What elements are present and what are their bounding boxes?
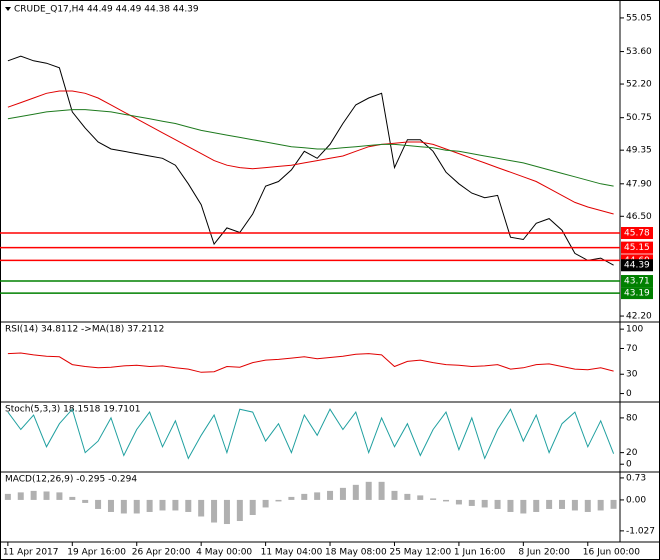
x-tick-label: 1 Jun 16:00 bbox=[454, 548, 506, 558]
level-box bbox=[621, 226, 653, 239]
histogram-bar bbox=[275, 499, 282, 502]
level-label: 43.71 bbox=[624, 277, 650, 287]
histogram-bar bbox=[610, 499, 617, 509]
level-box bbox=[621, 275, 653, 288]
histogram-bar bbox=[546, 499, 553, 509]
histogram-bar bbox=[352, 484, 359, 500]
histogram-bar bbox=[211, 499, 218, 523]
histogram-bar bbox=[159, 499, 166, 511]
histogram-bar bbox=[571, 499, 578, 511]
panel-title: MACD(12,26,9) -0.295 -0.294 bbox=[5, 475, 137, 485]
y-tick-label: 80 bbox=[626, 413, 638, 423]
histogram-bar bbox=[288, 496, 295, 500]
x-tick-label: 11 Apr 2017 bbox=[3, 548, 59, 558]
histogram-bar bbox=[95, 499, 102, 509]
histogram-bar bbox=[249, 499, 256, 515]
panel-title: CRUDE_Q17,H4 44.49 44.49 44.38 44.39 bbox=[14, 5, 199, 15]
histogram-bar bbox=[468, 499, 475, 506]
histogram-bar bbox=[146, 499, 153, 512]
histogram-bar bbox=[56, 492, 63, 500]
x-tick-label: 16 Jun 00:00 bbox=[583, 548, 640, 558]
panel-title: RSI(14) 34.8112 ->MA(18) 37.2112 bbox=[5, 325, 164, 335]
histogram-bar bbox=[69, 496, 76, 500]
y-tick-label: 70 bbox=[626, 344, 638, 354]
histogram-bar bbox=[559, 499, 566, 509]
y-tick-label: 100 bbox=[626, 325, 643, 335]
histogram-bar bbox=[236, 499, 243, 522]
histogram-bar bbox=[17, 492, 24, 500]
histogram-bar bbox=[404, 493, 411, 500]
histogram-bar bbox=[4, 493, 11, 500]
level-box bbox=[621, 241, 653, 254]
x-tick-label: 4 May 00:00 bbox=[196, 548, 252, 558]
y-tick-label: 0.00 bbox=[626, 495, 646, 505]
histogram-bar bbox=[430, 498, 437, 500]
y-tick-label: 20 bbox=[626, 448, 638, 458]
level-label: 45.78 bbox=[624, 228, 650, 238]
y-tick-label: 53.60 bbox=[626, 47, 652, 57]
level-box bbox=[621, 287, 653, 300]
histogram-bar bbox=[443, 499, 450, 502]
histogram-bar bbox=[481, 499, 488, 508]
y-tick-label: 55.05 bbox=[626, 13, 652, 23]
level-label: 43.19 bbox=[624, 289, 650, 299]
histogram-bar bbox=[107, 499, 114, 512]
y-tick-label: 30 bbox=[626, 370, 638, 380]
x-tick-label: 26 Apr 20:00 bbox=[132, 548, 191, 558]
histogram-bar bbox=[533, 499, 540, 512]
series-line bbox=[7, 55, 614, 266]
y-tick-label: 47.90 bbox=[626, 179, 652, 189]
histogram-bar bbox=[584, 499, 591, 512]
histogram-bar bbox=[43, 491, 50, 500]
y-tick-label: -1.027 bbox=[626, 526, 655, 536]
histogram-bar bbox=[198, 499, 205, 517]
x-tick-label: 11 May 04:00 bbox=[261, 548, 323, 558]
y-tick-label: 0.73 bbox=[626, 473, 646, 483]
y-tick-label: 49.35 bbox=[626, 146, 652, 156]
series-line bbox=[7, 109, 614, 187]
histogram-bar bbox=[597, 499, 604, 511]
histogram-bar bbox=[365, 481, 372, 500]
histogram-bar bbox=[378, 481, 385, 500]
last-price-box bbox=[621, 259, 653, 272]
series-line bbox=[7, 408, 615, 460]
x-tick-label: 25 May 12:00 bbox=[389, 548, 451, 558]
histogram-bar bbox=[417, 495, 424, 500]
histogram-bar bbox=[185, 499, 192, 512]
menu-arrow bbox=[5, 7, 11, 11]
y-tick-label: 52.20 bbox=[626, 80, 652, 90]
histogram-bar bbox=[520, 499, 527, 514]
histogram-bar bbox=[262, 499, 269, 508]
last-price-label: 44.39 bbox=[624, 261, 650, 271]
x-tick-label: 18 May 08:00 bbox=[325, 548, 387, 558]
histogram-bar bbox=[30, 490, 37, 500]
series-line bbox=[7, 352, 614, 373]
y-tick-label: 46.50 bbox=[626, 212, 652, 222]
level-label: 45.15 bbox=[624, 243, 650, 253]
y-tick-label: 50.75 bbox=[626, 113, 652, 123]
histogram-bar bbox=[133, 499, 140, 514]
x-tick-label: 19 Apr 16:00 bbox=[67, 548, 126, 558]
histogram-bar bbox=[339, 487, 346, 500]
x-tick-label: 8 Jun 20:00 bbox=[518, 548, 570, 558]
histogram-bar bbox=[82, 499, 89, 503]
histogram-bar bbox=[494, 499, 501, 509]
y-tick-label: 0 bbox=[626, 460, 632, 470]
histogram-bar bbox=[391, 490, 398, 500]
histogram-bar bbox=[327, 490, 334, 500]
histogram-bar bbox=[301, 493, 308, 500]
histogram-bar bbox=[223, 499, 230, 525]
histogram-bar bbox=[314, 492, 321, 500]
series-line bbox=[7, 90, 614, 215]
histogram-bar bbox=[172, 499, 179, 511]
y-tick-label: 0 bbox=[626, 389, 632, 399]
histogram-bar bbox=[455, 499, 462, 505]
y-tick-label: 42.20 bbox=[626, 312, 652, 322]
histogram-bar bbox=[120, 499, 127, 514]
histogram-bar bbox=[507, 499, 514, 512]
